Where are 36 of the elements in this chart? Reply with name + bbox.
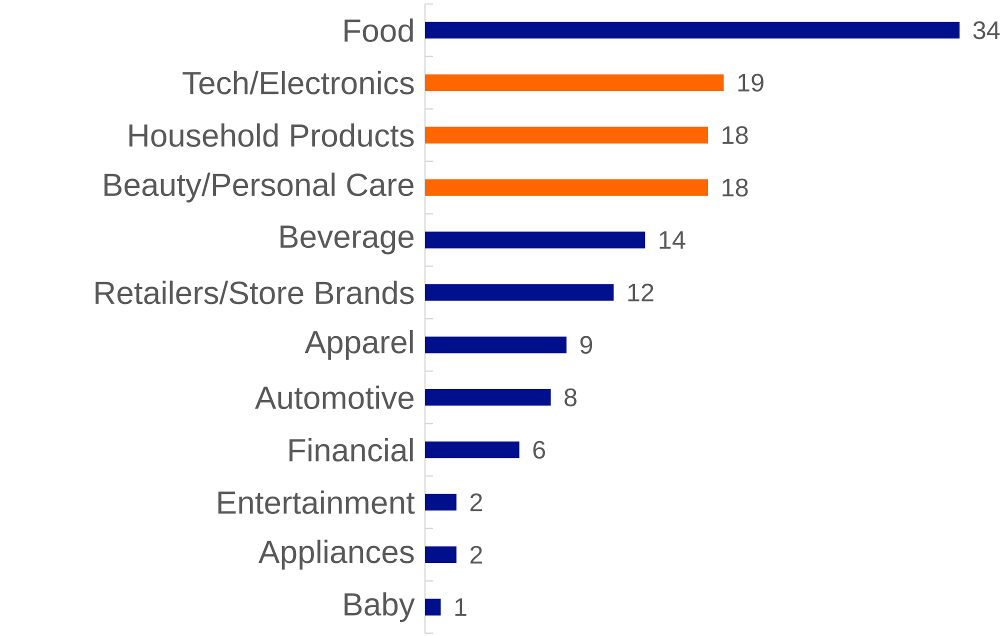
y-tick-label: Baby <box>344 592 415 622</box>
y-tick-label: Beverage <box>280 226 414 254</box>
data-label: 34 <box>973 21 1000 40</box>
y-tick-label: Retailers/Store Brands <box>96 280 414 304</box>
data-label: 6 <box>533 440 546 459</box>
bar <box>425 232 646 248</box>
bar <box>425 179 708 196</box>
bar <box>425 74 724 92</box>
y-tick-label: Household Products <box>129 123 414 147</box>
data-label: 8 <box>564 388 576 406</box>
data-label: 1 <box>455 598 466 616</box>
data-label: 2 <box>470 546 482 564</box>
bar <box>425 336 567 354</box>
y-tick-label: Food <box>344 18 413 42</box>
y-tick-label: Apparel <box>304 330 413 360</box>
bar <box>425 441 520 458</box>
bar <box>425 389 551 406</box>
data-label: 14 <box>660 231 686 249</box>
data-label: 2 <box>470 493 482 512</box>
data-label: 18 <box>722 126 748 144</box>
data-label: 12 <box>628 284 654 302</box>
bar <box>425 546 456 564</box>
data-label: 9 <box>580 336 592 354</box>
bar <box>425 598 441 616</box>
bar <box>425 22 960 39</box>
data-label: 19 <box>738 74 764 92</box>
y-tick-label: Beauty/Personal Care <box>104 172 414 202</box>
y-tick-label: Tech/Electronics <box>182 70 414 94</box>
y-tick-label: Financial <box>290 438 413 462</box>
data-label: 18 <box>722 178 748 197</box>
y-tick-label: Appliances <box>258 540 414 570</box>
y-tick-label: Automotive <box>254 386 414 410</box>
y-tick-label: Entertainment <box>218 490 415 514</box>
bar <box>425 126 708 144</box>
bar <box>425 494 456 511</box>
bar <box>425 284 614 301</box>
